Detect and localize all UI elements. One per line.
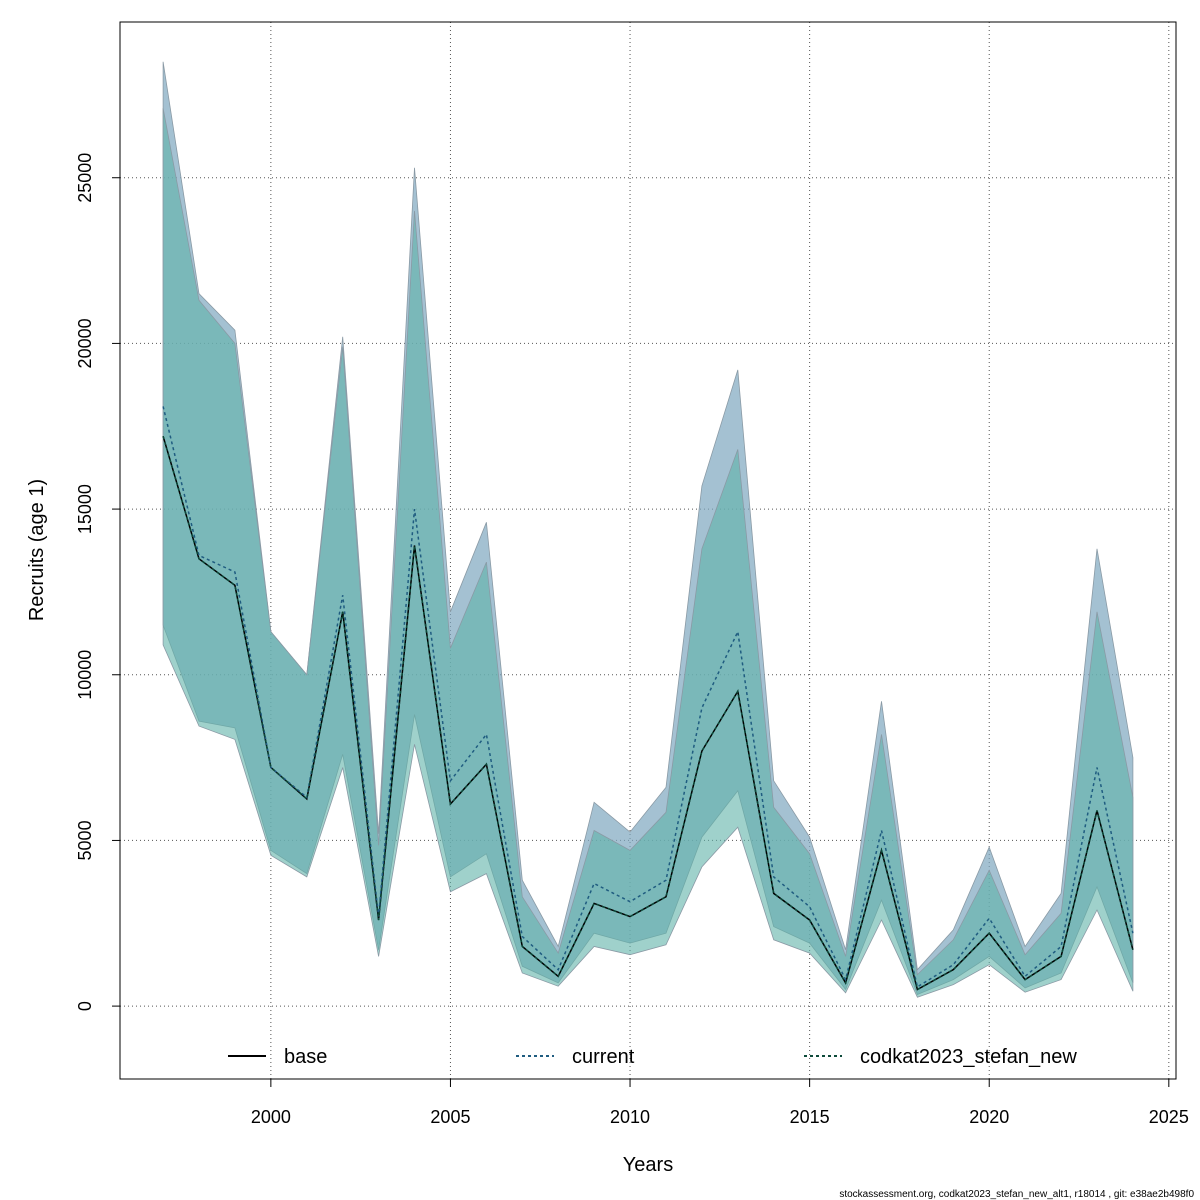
x-axis: 2000 2005 2010 2015 2020 2025: [251, 1078, 1189, 1127]
series-line-current: [162, 406, 1134, 989]
legend-item-codkat2023_stefan_new: codkat2023_stefan_new: [804, 1046, 1077, 1068]
x-axis-title: Years: [623, 1154, 673, 1176]
y-tick-label: 10000: [75, 650, 95, 700]
x-tick-label: 2000: [251, 1107, 291, 1127]
x-tick-label: 2010: [610, 1107, 650, 1127]
legend-label-base: base: [284, 1046, 327, 1068]
y-axis: 0 5000 10000 15000 20000 25000: [75, 153, 121, 1011]
footer-text: stockassessment.org, codkat2023_stefan_n…: [839, 1189, 1194, 1200]
x-tick-label: 2020: [969, 1107, 1009, 1127]
y-tick-label: 15000: [75, 484, 95, 534]
y-tick-label: 20000: [75, 318, 95, 368]
y-tick-label: 25000: [75, 153, 95, 203]
y-tick-label: 5000: [75, 820, 95, 860]
band-codkat2023_stefan_new: [162, 108, 1134, 998]
legend-label-current: current: [572, 1046, 635, 1068]
legend-item-current: current: [516, 1046, 635, 1068]
y-axis-title: Recruits (age 1): [26, 479, 48, 621]
grid-lines: [120, 22, 1176, 1079]
series-lines: [162, 406, 1134, 991]
y-tick-label: 0: [75, 1001, 95, 1011]
confidence-bands: [162, 61, 1134, 998]
x-tick-label: 2025: [1149, 1107, 1189, 1127]
x-tick-label: 2015: [790, 1107, 830, 1127]
legend-label-codkat2023_stefan_new: codkat2023_stefan_new: [860, 1046, 1077, 1068]
series-line-codkat2023_stefan_new: [162, 435, 1134, 991]
x-tick-label: 2005: [430, 1107, 470, 1127]
legend-item-base: base: [228, 1046, 327, 1068]
legend: base current codkat2023_stefan_new: [228, 1046, 1077, 1068]
